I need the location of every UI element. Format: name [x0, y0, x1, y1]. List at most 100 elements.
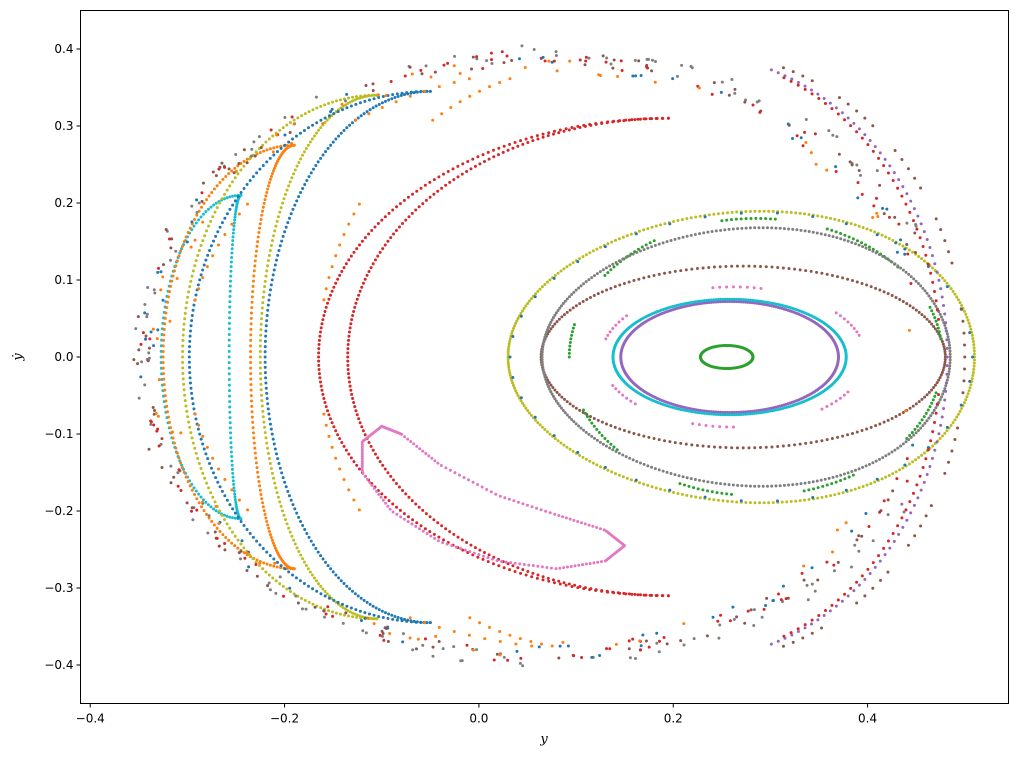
- y-tick-label: 0.3: [54, 119, 73, 133]
- data-point: [784, 597, 788, 601]
- data-point: [946, 335, 950, 339]
- data-point: [629, 399, 633, 403]
- data-point: [622, 429, 626, 433]
- data-point: [229, 436, 233, 440]
- data-point: [454, 545, 458, 549]
- data-point: [476, 483, 480, 487]
- data-point: [907, 248, 911, 252]
- data-point: [752, 409, 756, 413]
- data-point: [249, 316, 253, 320]
- data-point: [556, 309, 560, 313]
- data-point: [259, 328, 263, 332]
- data-point: [810, 88, 813, 92]
- data-point: [886, 513, 890, 517]
- data-point: [166, 300, 170, 304]
- data-point: [698, 408, 702, 412]
- data-point: [962, 401, 966, 405]
- data-point: [834, 604, 838, 608]
- data-point: [871, 539, 875, 543]
- data-point: [698, 411, 702, 415]
- data-point: [404, 218, 408, 222]
- data-point: [655, 594, 659, 598]
- data-point: [810, 582, 814, 586]
- data-point: [511, 146, 515, 150]
- data-point: [263, 285, 267, 289]
- data-point: [691, 422, 695, 426]
- data-point: [598, 654, 602, 658]
- data-point: [677, 474, 681, 478]
- data-point: [800, 571, 804, 575]
- data-point: [839, 237, 843, 241]
- data-point: [778, 484, 782, 488]
- data-point: [414, 208, 418, 212]
- data-point: [262, 420, 266, 424]
- data-point: [500, 559, 504, 563]
- data-point: [227, 338, 231, 342]
- data-point: [545, 430, 549, 434]
- data-point: [945, 425, 949, 429]
- data-point: [867, 524, 871, 528]
- data-point: [668, 440, 672, 444]
- data-point: [246, 202, 250, 206]
- data-point: [460, 172, 464, 176]
- data-point: [546, 385, 550, 389]
- data-point: [317, 367, 321, 371]
- data-point: [248, 157, 252, 161]
- data-point: [971, 336, 975, 340]
- data-point: [519, 139, 523, 143]
- data-point: [609, 424, 613, 428]
- data-point: [669, 238, 673, 242]
- data-point: [781, 584, 785, 588]
- data-point: [926, 445, 930, 449]
- data-point: [391, 93, 395, 97]
- data-point: [895, 250, 899, 254]
- data-point: [798, 442, 802, 446]
- data-point: [741, 412, 745, 416]
- data-point: [231, 194, 235, 198]
- data-point: [162, 377, 166, 381]
- data-point: [491, 562, 495, 566]
- data-point: [641, 633, 645, 637]
- data-point: [263, 425, 267, 429]
- data-point: [730, 410, 734, 414]
- data-point: [563, 299, 567, 303]
- data-point: [919, 186, 923, 190]
- data-point: [956, 426, 960, 430]
- data-point: [346, 359, 350, 363]
- data-point: [193, 238, 197, 242]
- data-point: [485, 59, 489, 63]
- data-point: [865, 227, 869, 231]
- x-tick-label: 0.0: [469, 712, 488, 726]
- data-point: [450, 544, 454, 548]
- data-point: [250, 415, 254, 419]
- data-point: [931, 444, 935, 448]
- data-point: [258, 366, 262, 370]
- data-point: [230, 455, 234, 459]
- data-point: [904, 440, 908, 444]
- y-tick-label: 0.0: [54, 350, 73, 364]
- data-point: [360, 447, 364, 451]
- data-point: [377, 614, 381, 618]
- data-point: [928, 405, 932, 409]
- data-point: [254, 456, 258, 460]
- data-point: [245, 569, 249, 573]
- data-point: [644, 243, 648, 247]
- data-point: [452, 645, 456, 649]
- data-point: [370, 617, 374, 621]
- data-point: [689, 477, 693, 481]
- data-point: [625, 476, 629, 480]
- data-point: [753, 446, 757, 450]
- data-point: [524, 406, 528, 410]
- data-point: [938, 274, 942, 277]
- data-point: [249, 372, 253, 376]
- data-point: [752, 608, 756, 612]
- data-point: [937, 432, 941, 436]
- data-point: [346, 367, 350, 371]
- data-point: [827, 234, 831, 238]
- data-point: [198, 278, 202, 282]
- data-point: [263, 365, 267, 369]
- data-point: [182, 388, 186, 392]
- data-point: [278, 244, 282, 248]
- data-point: [949, 423, 953, 427]
- data-point: [204, 210, 208, 214]
